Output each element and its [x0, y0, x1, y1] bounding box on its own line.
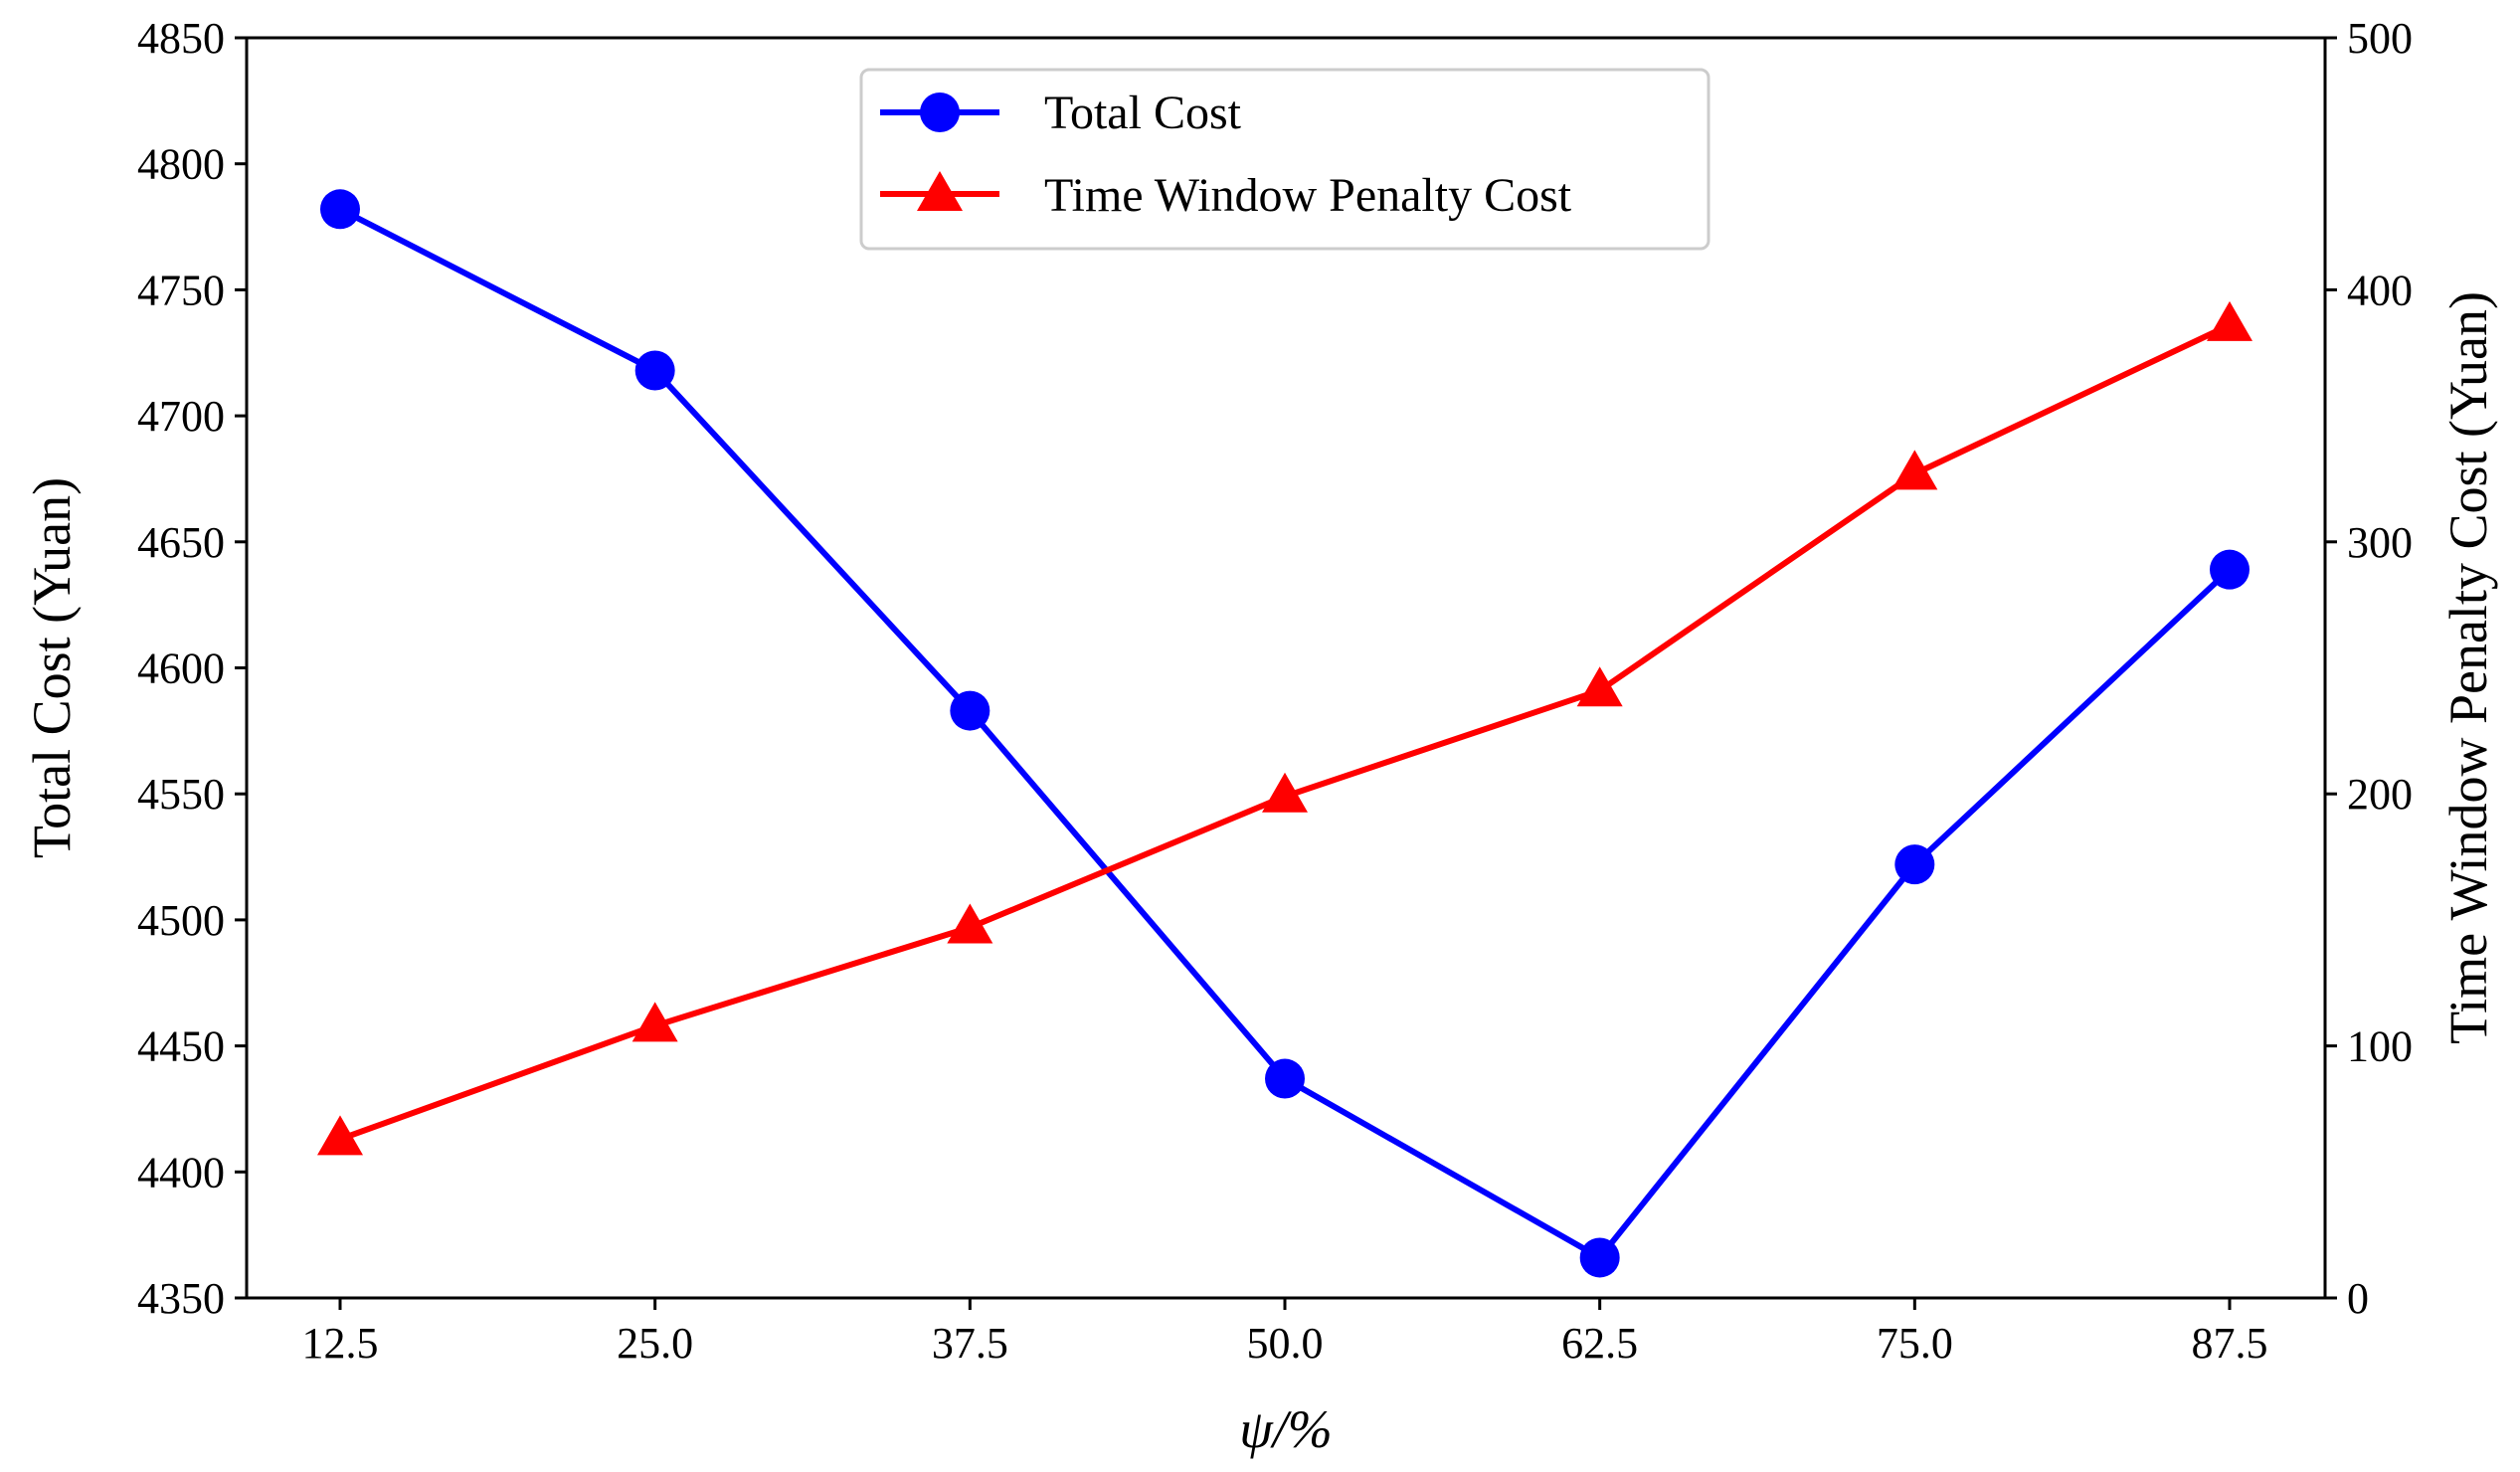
y-left-tick-label: 4800 — [137, 140, 225, 189]
y-right-tick-label: 0 — [2347, 1274, 2369, 1323]
axes-layer: 12.5 25.0 37.5 50.0 62.5 75.0 87.5 4350 4400 4450… — [22, 14, 2498, 1459]
data-point-total-cost — [950, 690, 990, 731]
y-left-tick-label: 4450 — [137, 1022, 225, 1071]
data-point-total-cost — [1265, 1058, 1305, 1099]
y-left-tick-label: 4750 — [137, 266, 225, 314]
x-tick-label: 75.0 — [1877, 1319, 1953, 1368]
y-left-axis-title: Total Cost (Yuan) — [22, 477, 82, 858]
y-left-tick-label: 4650 — [137, 518, 225, 567]
data-point-total-cost — [1579, 1237, 1620, 1278]
y-right-tick-label: 100 — [2347, 1022, 2413, 1071]
x-tick-label: 37.5 — [932, 1319, 1008, 1368]
data-point-penalty-cost — [947, 903, 993, 944]
legend-label-penalty-cost: Time Window Penalty Cost — [1044, 169, 1572, 222]
legend-box — [859, 68, 1710, 251]
data-point-penalty-cost — [1262, 772, 1308, 813]
legend-marker-total-cost — [920, 92, 960, 132]
y-left-tick-label: 4400 — [137, 1148, 225, 1196]
data-point-total-cost — [1894, 844, 1935, 885]
x-tick-label: 50.0 — [1247, 1319, 1324, 1368]
x-tick-label: 87.5 — [2192, 1319, 2268, 1368]
y-right-tick-label: 200 — [2347, 770, 2413, 819]
y-right-tick-label: 400 — [2347, 266, 2413, 314]
y-right-tick-label: 300 — [2347, 518, 2413, 567]
y-right-tick-label: 500 — [2347, 14, 2413, 63]
data-point-penalty-cost — [1891, 450, 1938, 490]
y-left-tick-label: 4600 — [137, 644, 225, 693]
y-left-tick-label: 4350 — [137, 1274, 225, 1323]
y-left-tick-label: 4550 — [137, 770, 225, 819]
series-layer — [317, 189, 2252, 1278]
data-point-total-cost — [2210, 549, 2250, 590]
data-point-penalty-cost — [317, 1115, 363, 1156]
y-left-tick-label: 4500 — [137, 896, 225, 945]
x-tick-label: 25.0 — [617, 1319, 693, 1368]
x-tick-label: 62.5 — [1561, 1319, 1638, 1368]
y-left-tick-label: 4850 — [137, 14, 225, 63]
y-right-axis-title: Time Window Penalty Cost (Yuan) — [2438, 291, 2498, 1044]
legend-marker-penalty-cost — [917, 171, 963, 211]
x-tick-label: 12.5 — [302, 1319, 379, 1368]
series-line-penalty-cost — [338, 322, 2232, 1143]
data-point-penalty-cost — [1576, 666, 1623, 707]
legend-label-total-cost: Total Cost — [1044, 87, 1242, 139]
legend: Total Cost Time Window Penalty Cost — [859, 68, 1710, 251]
x-axis-title: ψ/% — [1239, 1399, 1333, 1459]
y-left-tick-label: 4700 — [137, 392, 225, 441]
data-point-total-cost — [634, 350, 675, 391]
data-point-penalty-cost — [2207, 300, 2252, 341]
data-point-total-cost — [320, 189, 360, 230]
data-point-penalty-cost — [631, 1002, 678, 1042]
series-line-total-cost — [338, 206, 2233, 1261]
